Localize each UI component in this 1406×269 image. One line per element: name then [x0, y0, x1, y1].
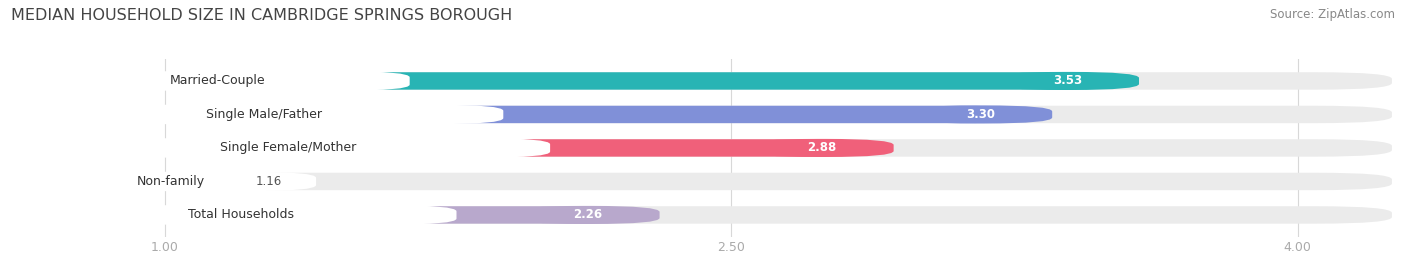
FancyBboxPatch shape	[32, 139, 1392, 157]
FancyBboxPatch shape	[32, 173, 225, 190]
FancyBboxPatch shape	[32, 173, 1392, 190]
FancyBboxPatch shape	[25, 205, 457, 225]
Text: Married-Couple: Married-Couple	[170, 75, 266, 87]
Text: 3.53: 3.53	[1053, 75, 1081, 87]
FancyBboxPatch shape	[25, 172, 316, 191]
Text: 3.30: 3.30	[966, 108, 995, 121]
FancyBboxPatch shape	[908, 105, 1052, 123]
FancyBboxPatch shape	[32, 206, 1392, 224]
FancyBboxPatch shape	[32, 72, 1121, 90]
FancyBboxPatch shape	[25, 105, 503, 124]
Text: Non-family: Non-family	[136, 175, 205, 188]
FancyBboxPatch shape	[25, 138, 550, 158]
Text: Single Female/Mother: Single Female/Mother	[219, 141, 356, 154]
FancyBboxPatch shape	[32, 106, 1033, 123]
FancyBboxPatch shape	[25, 71, 409, 91]
FancyBboxPatch shape	[751, 139, 894, 157]
FancyBboxPatch shape	[32, 139, 875, 157]
FancyBboxPatch shape	[995, 72, 1139, 90]
Text: Total Households: Total Households	[188, 208, 294, 221]
FancyBboxPatch shape	[32, 106, 1392, 123]
FancyBboxPatch shape	[32, 206, 641, 224]
Text: Source: ZipAtlas.com: Source: ZipAtlas.com	[1270, 8, 1395, 21]
FancyBboxPatch shape	[32, 72, 1392, 90]
Text: Single Male/Father: Single Male/Father	[207, 108, 322, 121]
FancyBboxPatch shape	[516, 206, 659, 224]
Text: 2.88: 2.88	[807, 141, 837, 154]
Text: 1.16: 1.16	[256, 175, 283, 188]
Text: MEDIAN HOUSEHOLD SIZE IN CAMBRIDGE SPRINGS BOROUGH: MEDIAN HOUSEHOLD SIZE IN CAMBRIDGE SPRIN…	[11, 8, 513, 23]
Text: 2.26: 2.26	[574, 208, 602, 221]
